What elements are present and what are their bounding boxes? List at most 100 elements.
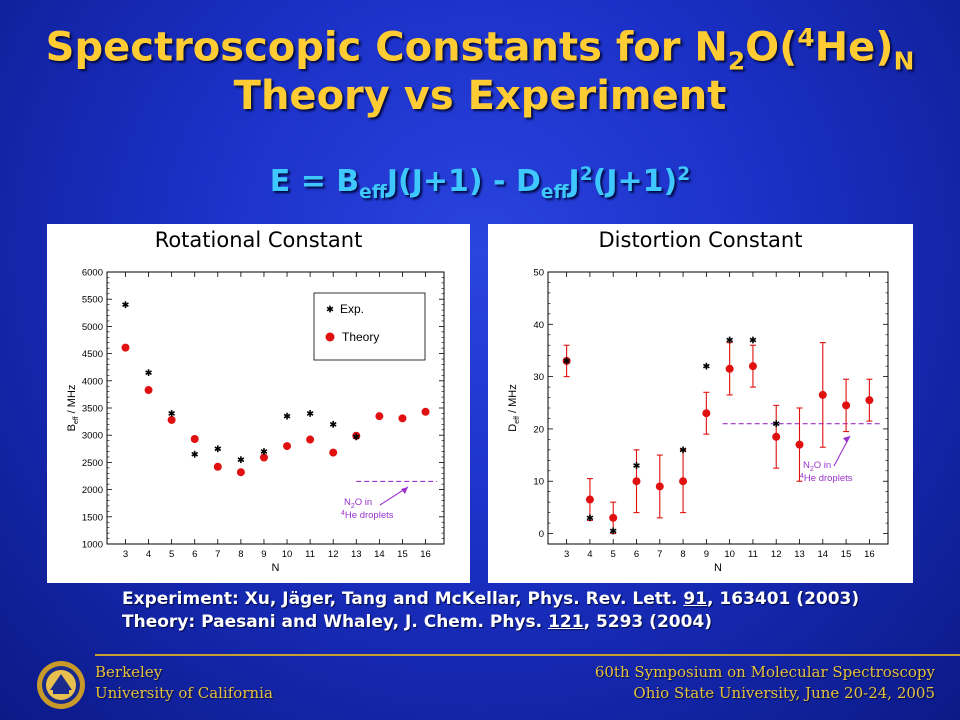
y-axis-label: Deff / MHz: [507, 384, 521, 431]
x-tick-label: 3: [564, 549, 569, 560]
theory-point: [375, 412, 384, 421]
x-tick-label: 4: [587, 549, 592, 560]
footer-divider: [95, 654, 960, 656]
theory-point: [213, 462, 222, 471]
theory-point: [818, 390, 827, 399]
experiment-point: [122, 301, 129, 309]
experiment-point: [260, 448, 268, 455]
experiment-point: [352, 433, 360, 441]
x-axis-label: N: [272, 562, 280, 574]
x-tick-label: 9: [261, 549, 266, 560]
theory-point: [306, 435, 315, 444]
theory-point: [609, 513, 618, 522]
footer-venue-date: Ohio State University, June 20-24, 2005: [633, 684, 935, 702]
theory-point: [167, 415, 176, 424]
y-tick-label: 6000: [82, 268, 103, 279]
x-tick-label: 8: [680, 549, 685, 560]
x-tick-label: 13: [794, 549, 805, 560]
x-tick-label: 12: [771, 549, 782, 560]
experiment-point: [563, 357, 570, 365]
x-tick-label: 11: [748, 549, 758, 560]
x-tick-label: 6: [634, 549, 639, 560]
x-tick-label: 10: [282, 549, 293, 560]
x-tick-label: 13: [351, 549, 362, 560]
y-tick-label: 2000: [82, 485, 103, 496]
experiment-reference: Experiment: Xu, Jäger, Tang and McKellar…: [122, 589, 860, 609]
y-tick-label: 3000: [82, 431, 103, 442]
y-tick-label: 2500: [82, 458, 103, 469]
theory-point: [865, 396, 874, 405]
legend-exp-marker: [326, 305, 334, 313]
droplet-arrow-head: [401, 487, 408, 494]
theory-reference: Theory: Paesani and Whaley, J. Chem. Phy…: [122, 612, 713, 632]
y-tick-label: 1000: [82, 540, 103, 551]
y-tick-label: 4500: [82, 349, 103, 360]
theory-point: [748, 362, 757, 371]
x-axis-label: N: [714, 562, 722, 574]
x-tick-label: 5: [169, 549, 174, 560]
footer-uc: University of California: [95, 684, 273, 702]
theory-point: [121, 343, 130, 352]
x-tick-label: 15: [397, 549, 408, 560]
droplet-annotation-line2: 4He droplets: [341, 510, 394, 521]
x-tick-label: 8: [238, 549, 243, 560]
droplet-annotation-line1: N2O in: [803, 460, 831, 473]
experiment-point: [168, 410, 175, 417]
x-tick-label: 7: [215, 549, 220, 560]
theory-point: [283, 442, 292, 451]
y-tick-label: 4000: [82, 376, 103, 387]
x-tick-label: 3: [123, 549, 128, 560]
x-tick-label: 16: [420, 549, 431, 560]
theory-point: [329, 448, 338, 457]
theory-point: [842, 401, 851, 410]
experiment-point: [749, 336, 757, 344]
x-tick-label: 16: [864, 549, 875, 560]
y-tick-label: 3500: [82, 404, 103, 415]
experiment-point: [214, 445, 222, 453]
y-tick-label: 5000: [82, 322, 103, 333]
y-tick-label: 0: [539, 529, 544, 540]
x-tick-label: 11: [305, 549, 315, 560]
y-tick-label: 50: [533, 268, 544, 279]
experiment-point: [145, 369, 152, 377]
theory-point: [421, 407, 430, 416]
theory-point: [236, 468, 245, 477]
legend-exp-label: Exp.: [340, 302, 364, 316]
y-axis-label: Beff / MHz: [66, 385, 80, 432]
x-tick-label: 14: [818, 549, 829, 560]
experiment-point: [329, 420, 337, 428]
legend-box: [313, 292, 426, 361]
rotational-constant-chart: 3 4 5 6 7 8 9 10 11 12 13 14 15 16 1000 1500 2000 2500 300…: [66, 268, 445, 574]
distortion-constant-chart: 3 4 5 6 7 8 9 10 11 12 13 14 15 16 0 10 20 30 40 50 N Deff / …: [507, 268, 889, 574]
slide-title-line2: Theory vs Experiment: [233, 73, 727, 119]
theory-point: [655, 482, 664, 491]
y-tick-label: 5500: [82, 295, 103, 306]
experiment-point: [679, 446, 687, 454]
x-tick-label: 9: [704, 549, 709, 560]
theory-point: [772, 432, 781, 441]
experiment-point: [633, 462, 640, 469]
droplet-annotation-line2: 4He droplets: [800, 473, 853, 484]
y-tick-label: 10: [533, 477, 544, 488]
y-tick-label: 1500: [82, 512, 103, 523]
experiment-point: [772, 420, 780, 428]
x-tick-label: 12: [328, 549, 339, 560]
plot-frame: [547, 271, 889, 545]
distortion-chart-title: Distortion Constant: [598, 228, 803, 252]
legend-theory-marker: [325, 332, 335, 342]
legend-theory-label: Theory: [342, 330, 379, 344]
droplet-annotation-line1: N2O in: [344, 497, 372, 510]
experiment-point: [726, 336, 734, 344]
droplet-arrow-head: [843, 436, 850, 443]
experiment-point: [609, 527, 617, 535]
experiment-point: [237, 456, 245, 464]
x-tick-label: 14: [374, 549, 385, 560]
y-tick-label: 20: [533, 424, 544, 435]
theory-point: [585, 495, 594, 504]
energy-equation: E = BeffJ(J+1) - DeffJ2(J+1)2: [269, 164, 691, 203]
theory-point: [398, 414, 407, 423]
footer-berkeley: Berkeley: [95, 663, 163, 681]
x-tick-label: 5: [611, 549, 616, 560]
theory-point: [725, 364, 734, 373]
theory-point: [144, 386, 153, 395]
